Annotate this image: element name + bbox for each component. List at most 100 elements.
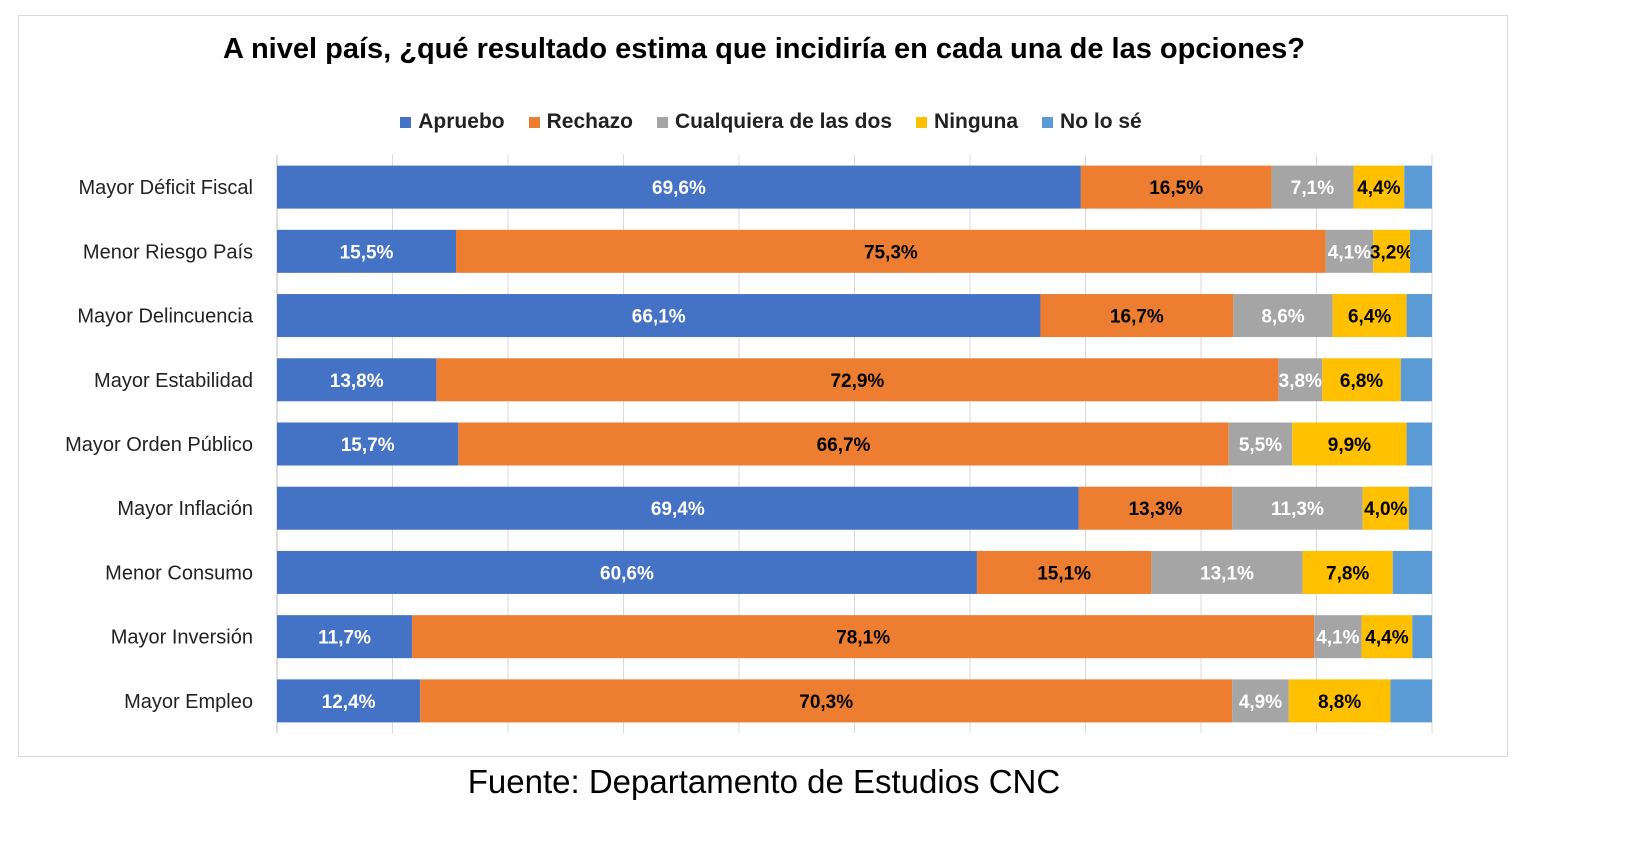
data-label: 75,3%	[864, 242, 918, 263]
category-label: Mayor Déficit Fiscal	[79, 177, 253, 199]
data-label: 8,8%	[1318, 692, 1361, 713]
category-label: Mayor Empleo	[124, 691, 253, 713]
bar-segment	[1292, 422, 1407, 466]
data-label: 4,1%	[1316, 628, 1359, 649]
legend-item: Rechazo	[528, 110, 633, 134]
bar-segment	[1233, 294, 1333, 338]
data-label: 12,4%	[322, 692, 376, 713]
bar-segment	[412, 615, 1315, 659]
data-label: 15,5%	[340, 242, 394, 263]
legend-item: Ninguna	[916, 110, 1018, 134]
bar-segment	[1392, 550, 1432, 594]
data-label: 15,1%	[1037, 563, 1091, 584]
category-label: Menor Consumo	[105, 562, 253, 584]
data-label: 66,7%	[817, 435, 871, 456]
bar-segment	[277, 679, 421, 723]
bar-segment	[1271, 165, 1354, 209]
bar-segment	[1406, 422, 1432, 466]
bar-segment	[277, 486, 1079, 530]
bar-segment	[436, 358, 1279, 402]
data-label: 13,3%	[1128, 499, 1182, 520]
bar-segment	[1078, 486, 1233, 530]
bar-segment	[277, 422, 459, 466]
bar-segment	[1322, 358, 1401, 402]
chart-title: A nivel país, ¿qué resultado estima que …	[223, 33, 1305, 65]
data-label: 6,4%	[1348, 307, 1391, 328]
legend-label: Ninguna	[934, 110, 1019, 133]
data-label: 16,5%	[1149, 178, 1203, 199]
bar-segment	[277, 550, 977, 594]
bar-segment	[1288, 679, 1391, 723]
bar-segment	[458, 422, 1229, 466]
bar-segment	[277, 165, 1081, 209]
data-label: 4,9%	[1239, 692, 1282, 713]
data-label: 5,5%	[1239, 435, 1282, 456]
legend-swatch	[656, 116, 668, 128]
legend-swatch	[1042, 116, 1054, 128]
data-label: 60,6%	[600, 563, 654, 584]
data-label: 4,0%	[1364, 499, 1407, 520]
data-label: 6,8%	[1340, 371, 1383, 392]
legend-label: No lo sé	[1060, 110, 1142, 133]
legend-item: Cualquiera de las dos	[656, 110, 893, 134]
category-label: Menor Riesgo País	[83, 241, 253, 263]
bar-segment	[1408, 486, 1432, 530]
bar-segment	[1373, 229, 1411, 273]
legend-label: Cualquiera de las dos	[674, 110, 893, 133]
data-label: 7,8%	[1326, 563, 1369, 584]
data-label: 7,1%	[1291, 178, 1334, 199]
data-label: 4,4%	[1365, 628, 1408, 649]
bar-segment	[1151, 550, 1303, 594]
bar-segment	[277, 229, 457, 273]
bar-segment	[277, 358, 437, 402]
data-label: 13,1%	[1200, 563, 1254, 584]
legend-item: No lo sé	[1042, 110, 1142, 134]
bar-segment	[420, 679, 1233, 723]
bar-segment	[1332, 294, 1407, 338]
data-label: 16,7%	[1110, 307, 1164, 328]
legend-label: Apruebo	[418, 110, 505, 133]
bar-segment	[1362, 486, 1409, 530]
bar-segment	[1406, 294, 1432, 338]
bar-segment	[1232, 486, 1363, 530]
legend-swatch	[528, 116, 540, 128]
bar-segment	[277, 615, 413, 659]
bar-segment	[277, 294, 1041, 338]
data-label: 78,1%	[836, 628, 890, 649]
data-label: 66,1%	[632, 307, 686, 328]
legend-label: Rechazo	[546, 110, 633, 133]
bar-segment	[1040, 294, 1234, 338]
data-label: 8,6%	[1261, 307, 1304, 328]
legend-swatch	[916, 116, 928, 128]
bar-segment	[1390, 679, 1432, 723]
bar-segment	[1404, 165, 1432, 209]
legend-swatch	[400, 116, 412, 128]
bar-segment	[1410, 229, 1432, 273]
source-note: Fuente: Departamento de Estudios CNC	[467, 763, 1061, 800]
bar-segment	[1278, 358, 1323, 402]
bar-segment	[1232, 679, 1289, 723]
data-label: 4,1%	[1328, 242, 1371, 263]
bar-segment	[1080, 165, 1272, 209]
category-label: Mayor Inflación	[117, 498, 253, 520]
bar-segment	[1361, 615, 1413, 659]
data-label: 4,4%	[1357, 178, 1400, 199]
data-label: 69,4%	[651, 499, 705, 520]
bar-segment	[1325, 229, 1374, 273]
bar-segment	[1400, 358, 1432, 402]
data-label: 15,7%	[341, 435, 395, 456]
chart-legend: Apruebo Rechazo Cualquiera de las dos Ningu…	[0, 110, 1652, 134]
bar-segment	[976, 550, 1152, 594]
bar-segment	[1302, 550, 1393, 594]
data-label: 72,9%	[830, 371, 884, 392]
data-label: 13,8%	[330, 371, 384, 392]
category-label: Mayor Estabilidad	[94, 370, 253, 392]
bar-segment	[1353, 165, 1405, 209]
data-label: 70,3%	[799, 692, 853, 713]
bar-segment	[1412, 615, 1432, 659]
data-label: 11,3%	[1271, 499, 1324, 520]
data-label: 69,6%	[652, 178, 706, 199]
category-label: Mayor Orden Público	[65, 434, 253, 456]
category-label: Mayor Delincuencia	[77, 306, 254, 328]
